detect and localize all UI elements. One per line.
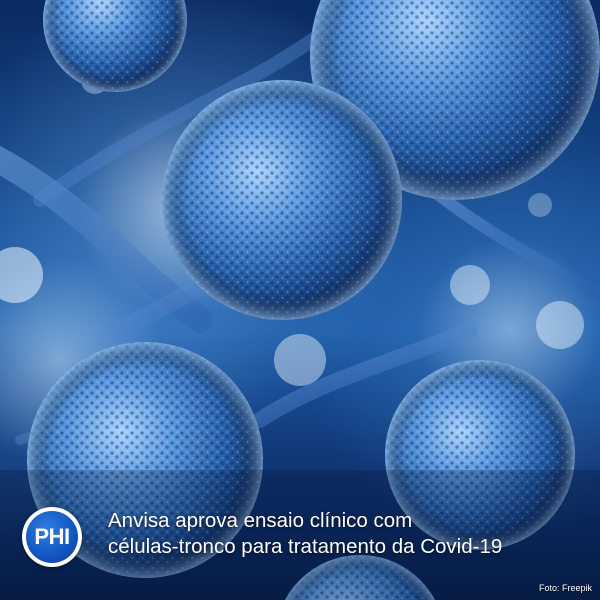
headline-caption: Anvisa aprova ensaio clínico com células… bbox=[108, 508, 588, 560]
headline-line-2: células-tronco para tratamento da Covid-… bbox=[108, 535, 503, 558]
cell-center bbox=[162, 80, 402, 320]
photo-credit: Foto: Freepik bbox=[538, 583, 592, 593]
phi-logo-circle: PHI bbox=[26, 511, 78, 563]
phi-logo-text: PHI bbox=[34, 524, 70, 549]
headline-line-1: Anvisa aprova ensaio clínico com bbox=[108, 509, 413, 532]
cell-bottom-left bbox=[27, 342, 263, 578]
cell-bottom-center bbox=[285, 555, 435, 600]
phi-logo: PHI bbox=[22, 507, 82, 567]
cell-bottom-right bbox=[385, 360, 575, 550]
cell-top-left bbox=[43, 0, 187, 92]
cell-top-right bbox=[310, 0, 600, 200]
